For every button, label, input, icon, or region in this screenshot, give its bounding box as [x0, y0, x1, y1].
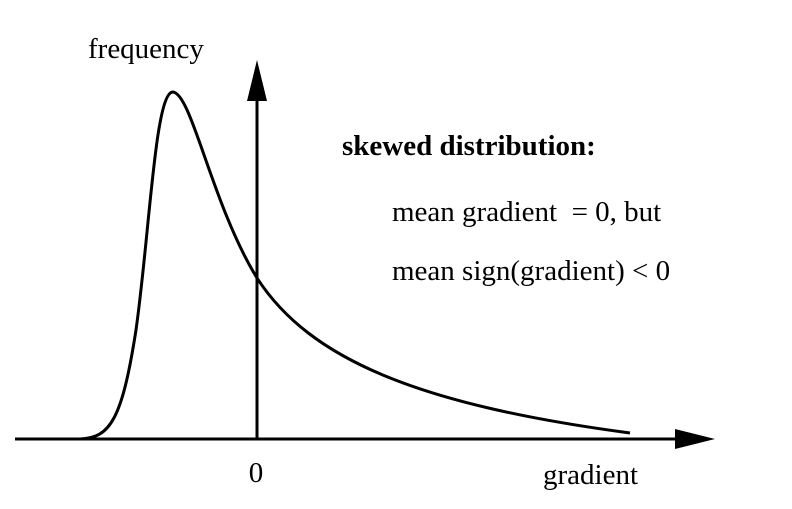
annotation-heading: skewed distribution: — [342, 130, 596, 162]
origin-label: 0 — [249, 457, 264, 489]
distribution-curve — [79, 90, 631, 441]
x-arrowhead — [675, 429, 715, 449]
y-axis-label: frequency — [88, 33, 204, 65]
annotation-line: mean gradient = 0, but — [392, 196, 661, 228]
y-arrowhead — [247, 60, 267, 101]
annotation-line: mean sign(gradient) < 0 — [392, 255, 670, 287]
x-axis-label: gradient — [543, 459, 638, 491]
